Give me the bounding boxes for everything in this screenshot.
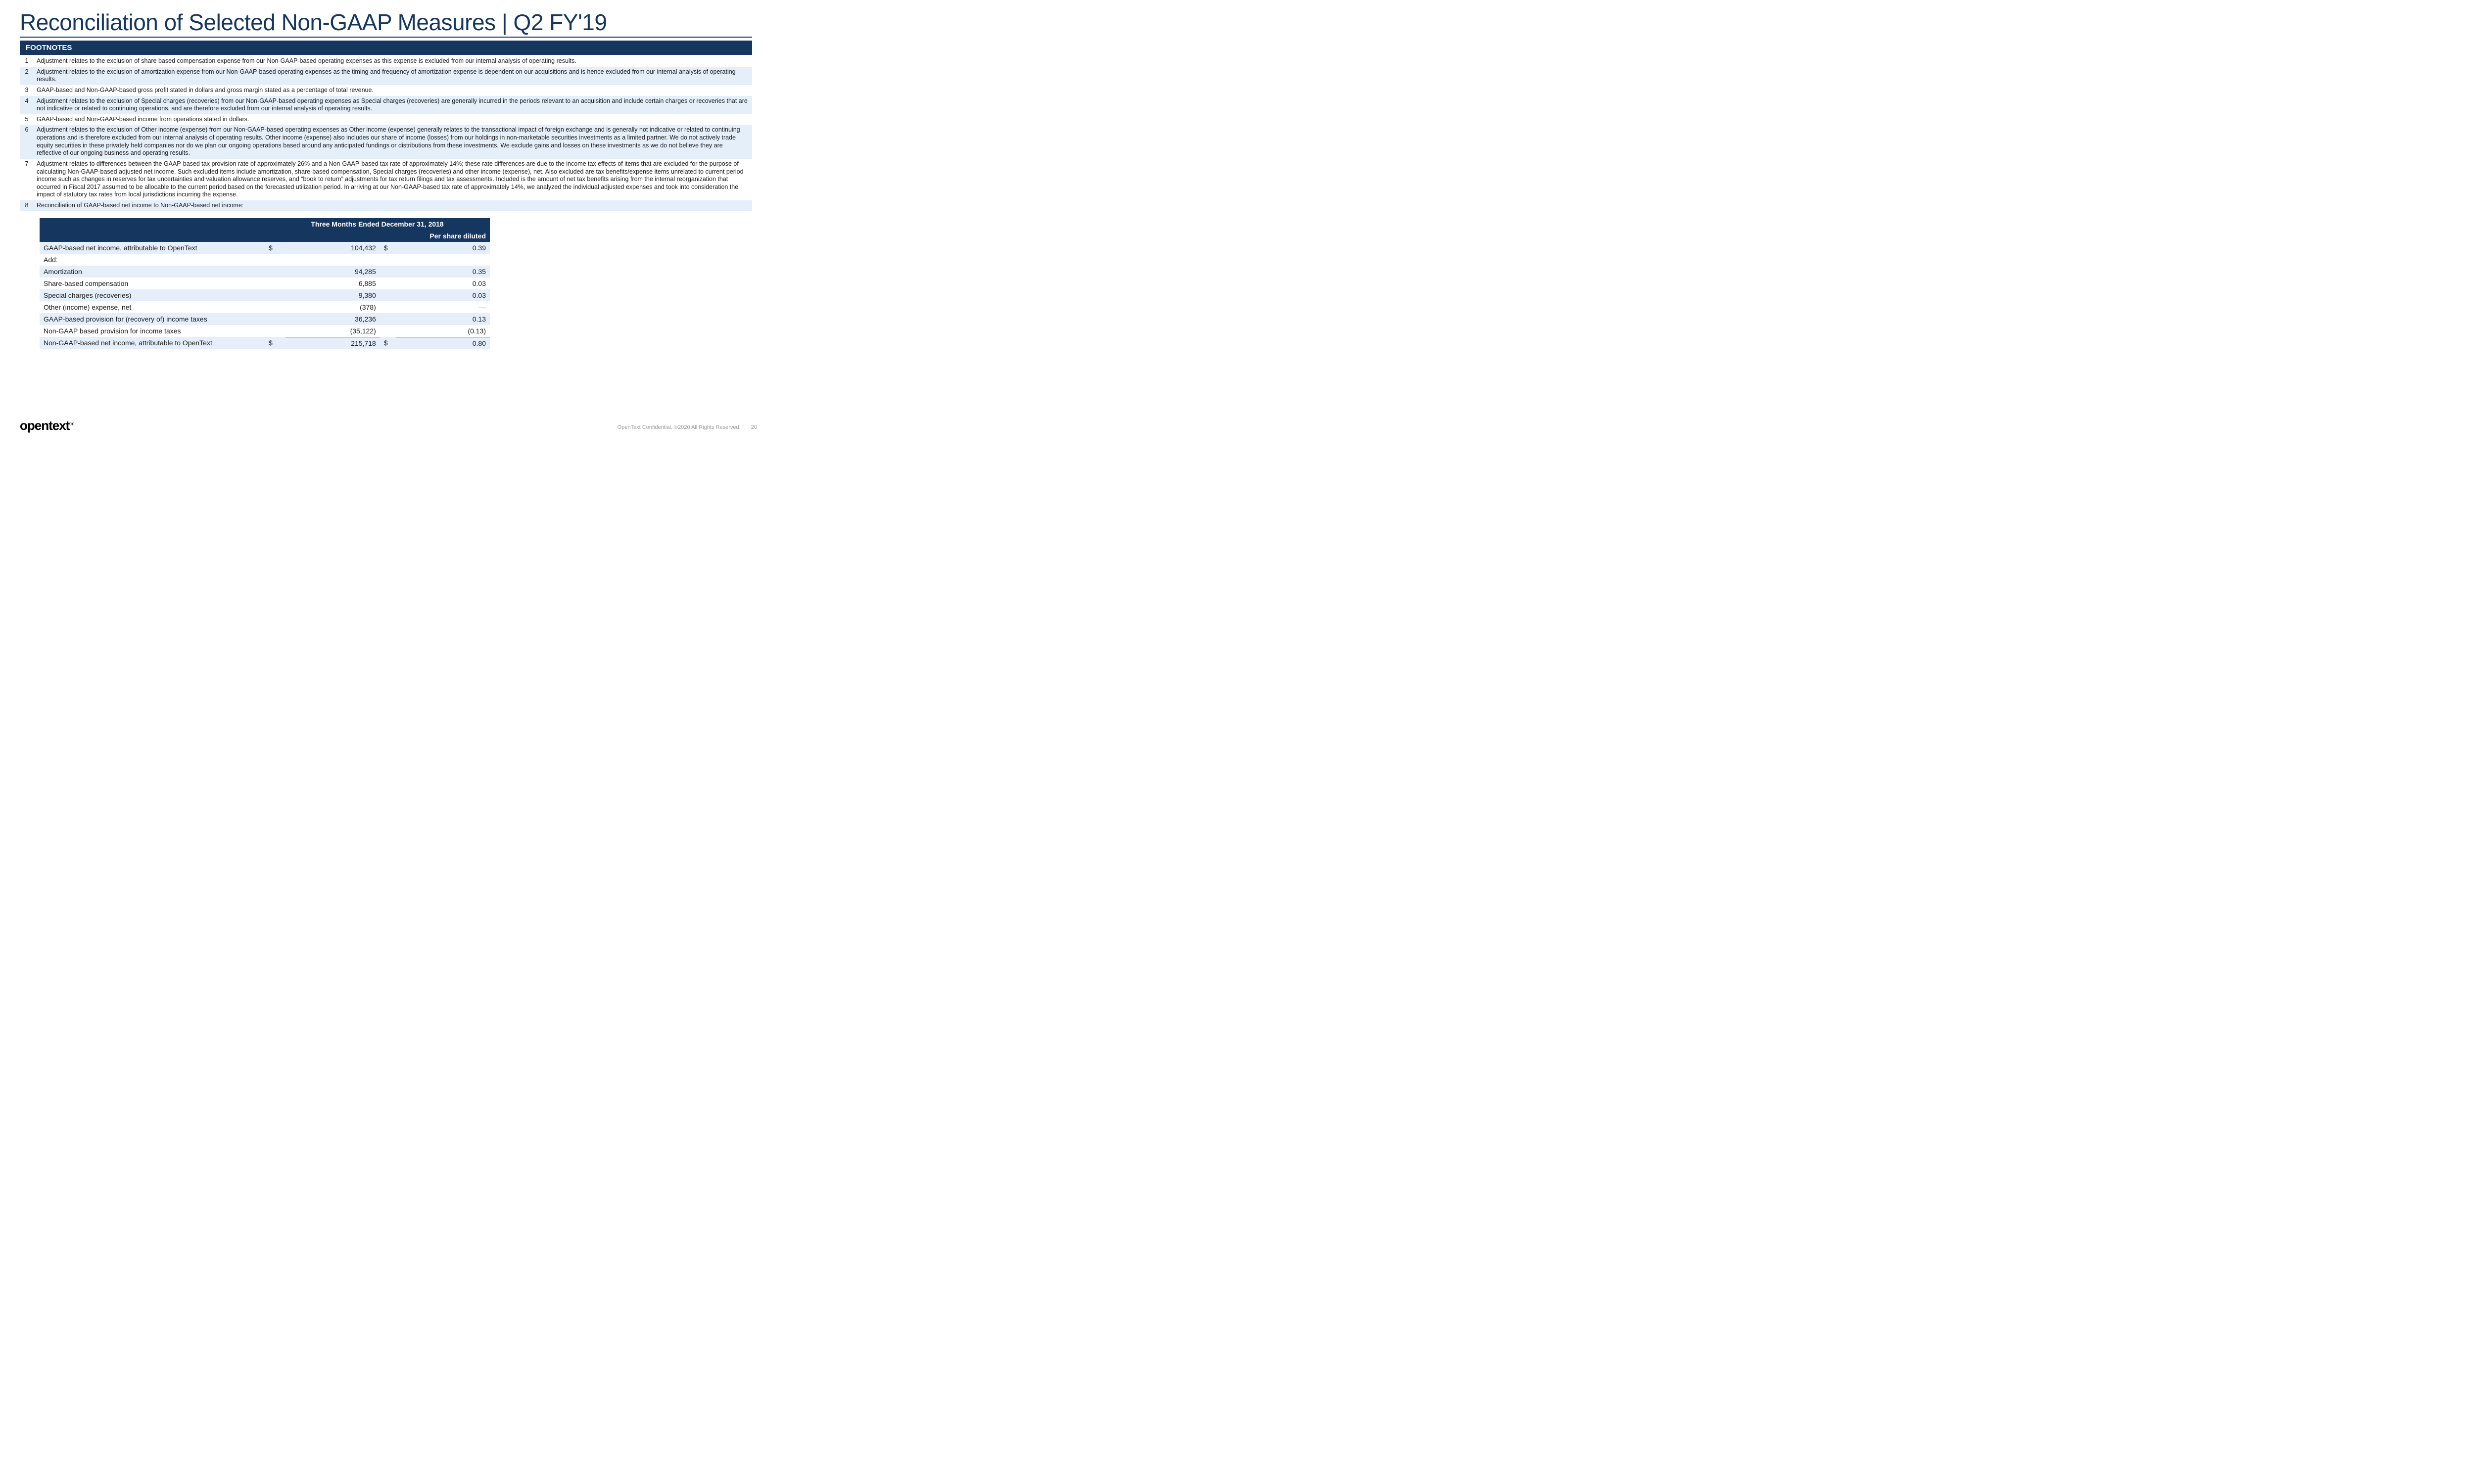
footnote-row: 2Adjustment relates to the exclusion of … xyxy=(20,67,752,85)
recon-label: GAAP-based net income, attributable to O… xyxy=(40,242,265,254)
recon-row: Share-based compensation 6,885 0.03 xyxy=(40,278,490,289)
footnote-text: Adjustment relates to the exclusion of S… xyxy=(34,96,752,114)
recon-label: Special charges (recoveries) xyxy=(40,289,265,301)
recon-currency xyxy=(265,313,285,325)
footnote-row: 3GAAP-based and Non-GAAP-based gross pro… xyxy=(20,85,752,96)
recon-currency xyxy=(380,301,396,313)
recon-value: (378) xyxy=(285,301,380,313)
recon-currency xyxy=(380,313,396,325)
footnote-number: 2 xyxy=(20,67,34,85)
recon-label: Non-GAAP-based net income, attributable … xyxy=(40,337,265,349)
recon-value xyxy=(396,254,490,266)
recon-currency xyxy=(380,289,396,301)
footnote-number: 8 xyxy=(20,200,34,211)
recon-value: 36,236 xyxy=(285,313,380,325)
footnote-text: Adjustment relates to the exclusion of s… xyxy=(34,56,752,67)
recon-currency xyxy=(380,254,396,266)
recon-currency xyxy=(265,254,285,266)
recon-value: 0.03 xyxy=(396,289,490,301)
footnote-text: Adjustment relates to the exclusion of O… xyxy=(34,125,752,159)
recon-row: Special charges (recoveries) 9,380 0.03 xyxy=(40,289,490,301)
page-number: 20 xyxy=(751,424,757,430)
recon-header-main: Three Months Ended December 31, 2018 xyxy=(265,218,490,230)
recon-value: 9,380 xyxy=(285,289,380,301)
reconciliation-table: Three Months Ended December 31, 2018 Per… xyxy=(40,218,490,349)
recon-currency xyxy=(380,278,396,289)
recon-row: Amortization 94,285 0.35 xyxy=(40,266,490,278)
recon-value: 0.80 xyxy=(396,337,490,349)
footnote-row: 1Adjustment relates to the exclusion of … xyxy=(20,56,752,67)
footnote-text: GAAP-based and Non-GAAP-based income fro… xyxy=(34,114,752,125)
footnotes-table: 1Adjustment relates to the exclusion of … xyxy=(20,56,752,211)
footnote-number: 6 xyxy=(20,125,34,159)
footnote-text: Adjustment relates to the exclusion of a… xyxy=(34,67,752,85)
recon-label: Add: xyxy=(40,254,265,266)
recon-currency: $ xyxy=(265,242,285,254)
recon-row: Non-GAAP-based net income, attributable … xyxy=(40,337,490,349)
recon-value: 6,885 xyxy=(285,278,380,289)
footnote-row: 4Adjustment relates to the exclusion of … xyxy=(20,96,752,114)
recon-label: Non-GAAP based provision for income taxe… xyxy=(40,325,265,337)
footnote-number: 5 xyxy=(20,114,34,125)
recon-value: 215,718 xyxy=(285,337,380,349)
footnote-row: 5GAAP-based and Non-GAAP-based income fr… xyxy=(20,114,752,125)
recon-value xyxy=(285,254,380,266)
footnote-number: 4 xyxy=(20,96,34,114)
footnote-number: 3 xyxy=(20,85,34,96)
recon-value: 104,432 xyxy=(285,242,380,254)
recon-currency xyxy=(265,301,285,313)
recon-row: Add: xyxy=(40,254,490,266)
recon-currency xyxy=(380,266,396,278)
footnote-number: 7 xyxy=(20,159,34,200)
logo-text: opentext xyxy=(20,418,69,433)
recon-row: Non-GAAP based provision for income taxe… xyxy=(40,325,490,337)
footnotes-banner: FOOTNOTES xyxy=(20,41,752,55)
recon-currency: $ xyxy=(380,242,396,254)
recon-label: GAAP-based provision for (recovery of) i… xyxy=(40,313,265,325)
logo: opentextTM xyxy=(20,418,74,433)
footer-right: OpenText Confidential. ©2020 All Rights … xyxy=(618,424,757,430)
footnote-row: 6Adjustment relates to the exclusion of … xyxy=(20,125,752,159)
logo-tm: TM xyxy=(69,421,74,426)
recon-value: (35,122) xyxy=(285,325,380,337)
footnote-row: 8Reconciliation of GAAP-based net income… xyxy=(20,200,752,211)
recon-value: — xyxy=(396,301,490,313)
recon-value: 0.35 xyxy=(396,266,490,278)
recon-currency xyxy=(265,266,285,278)
recon-value: 0.39 xyxy=(396,242,490,254)
recon-value: 94,285 xyxy=(285,266,380,278)
recon-currency xyxy=(265,325,285,337)
recon-currency xyxy=(265,278,285,289)
footnote-text: Reconciliation of GAAP-based net income … xyxy=(34,200,752,211)
slide-title: Reconciliation of Selected Non-GAAP Meas… xyxy=(20,9,752,38)
recon-row: GAAP-based net income, attributable to O… xyxy=(40,242,490,254)
footnote-row: 7Adjustment relates to differences betwe… xyxy=(20,159,752,200)
recon-value: 0.13 xyxy=(396,313,490,325)
recon-label: Other (income) expense, net xyxy=(40,301,265,313)
recon-header-sub: Per share diluted xyxy=(380,230,490,242)
footnote-number: 1 xyxy=(20,56,34,67)
recon-label: Amortization xyxy=(40,266,265,278)
slide: Reconciliation of Selected Non-GAAP Meas… xyxy=(0,0,772,349)
recon-currency: $ xyxy=(380,337,396,349)
confidential-text: OpenText Confidential. ©2020 All Rights … xyxy=(618,424,741,430)
recon-value: (0.13) xyxy=(396,325,490,337)
recon-label: Share-based compensation xyxy=(40,278,265,289)
footnote-text: Adjustment relates to differences betwee… xyxy=(34,159,752,200)
recon-row: Other (income) expense, net (378) — xyxy=(40,301,490,313)
recon-value: 0.03 xyxy=(396,278,490,289)
recon-currency xyxy=(380,325,396,337)
recon-currency: $ xyxy=(265,337,285,349)
recon-row: GAAP-based provision for (recovery of) i… xyxy=(40,313,490,325)
reconciliation-section: Three Months Ended December 31, 2018 Per… xyxy=(40,218,490,349)
recon-currency xyxy=(265,289,285,301)
footnote-text: GAAP-based and Non-GAAP-based gross prof… xyxy=(34,85,752,96)
recon-blank-header xyxy=(40,218,265,230)
